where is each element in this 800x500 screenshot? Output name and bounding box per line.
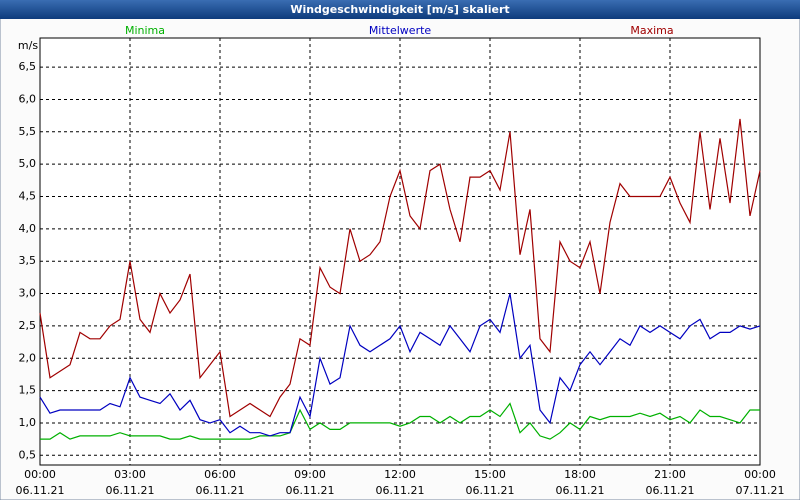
x-tick-date: 06.11.21: [196, 484, 245, 497]
y-tick-label: 2,5: [19, 319, 37, 332]
x-tick-date: 06.11.21: [466, 484, 515, 497]
chart-title: Windgeschwindigkeit [m/s] skaliert: [290, 3, 509, 16]
y-tick-label: 4,5: [19, 190, 37, 203]
x-tick-label: 00:00: [24, 468, 56, 481]
x-tick-label: 18:00: [564, 468, 596, 481]
x-tick-label: 00:00: [744, 468, 776, 481]
y-tick-label: 0,5: [19, 448, 37, 461]
series-line: [39, 293, 761, 437]
y-tick-label: 3,0: [19, 287, 37, 300]
x-tick-label: 09:00: [294, 468, 326, 481]
x-tick-date: 07.11.21: [736, 484, 785, 497]
x-tick-label: 21:00: [654, 468, 686, 481]
legend-label: Minima: [125, 24, 165, 37]
y-tick-label: 1,0: [19, 416, 37, 429]
series-line: [40, 402, 760, 440]
y-tick-label: 2,0: [19, 351, 37, 364]
y-tick-label: 3,5: [19, 254, 37, 267]
y-tick-label: 6,5: [19, 60, 37, 73]
x-tick-label: 15:00: [474, 468, 506, 481]
y-tick-label: 5,0: [19, 157, 37, 170]
legend-label: Maxima: [630, 24, 673, 37]
y-tick-label: 1,5: [19, 384, 37, 397]
series-line: [39, 118, 761, 418]
x-tick-date: 06.11.21: [106, 484, 155, 497]
y-tick-label: 6,0: [19, 92, 37, 105]
x-tick-date: 06.11.21: [376, 484, 425, 497]
legend-label: Mittelwerte: [369, 24, 432, 37]
y-axis-label: m/s: [18, 39, 38, 52]
title-bar: [0, 0, 800, 19]
y-tick-label: 4,0: [19, 222, 37, 235]
x-tick-date: 06.11.21: [16, 484, 65, 497]
x-tick-date: 06.11.21: [646, 484, 695, 497]
x-tick-date: 06.11.21: [286, 484, 335, 497]
x-tick-date: 06.11.21: [556, 484, 605, 497]
x-tick-label: 06:00: [204, 468, 236, 481]
x-tick-label: 12:00: [384, 468, 416, 481]
x-tick-label: 03:00: [114, 468, 146, 481]
y-tick-label: 5,5: [19, 125, 37, 138]
